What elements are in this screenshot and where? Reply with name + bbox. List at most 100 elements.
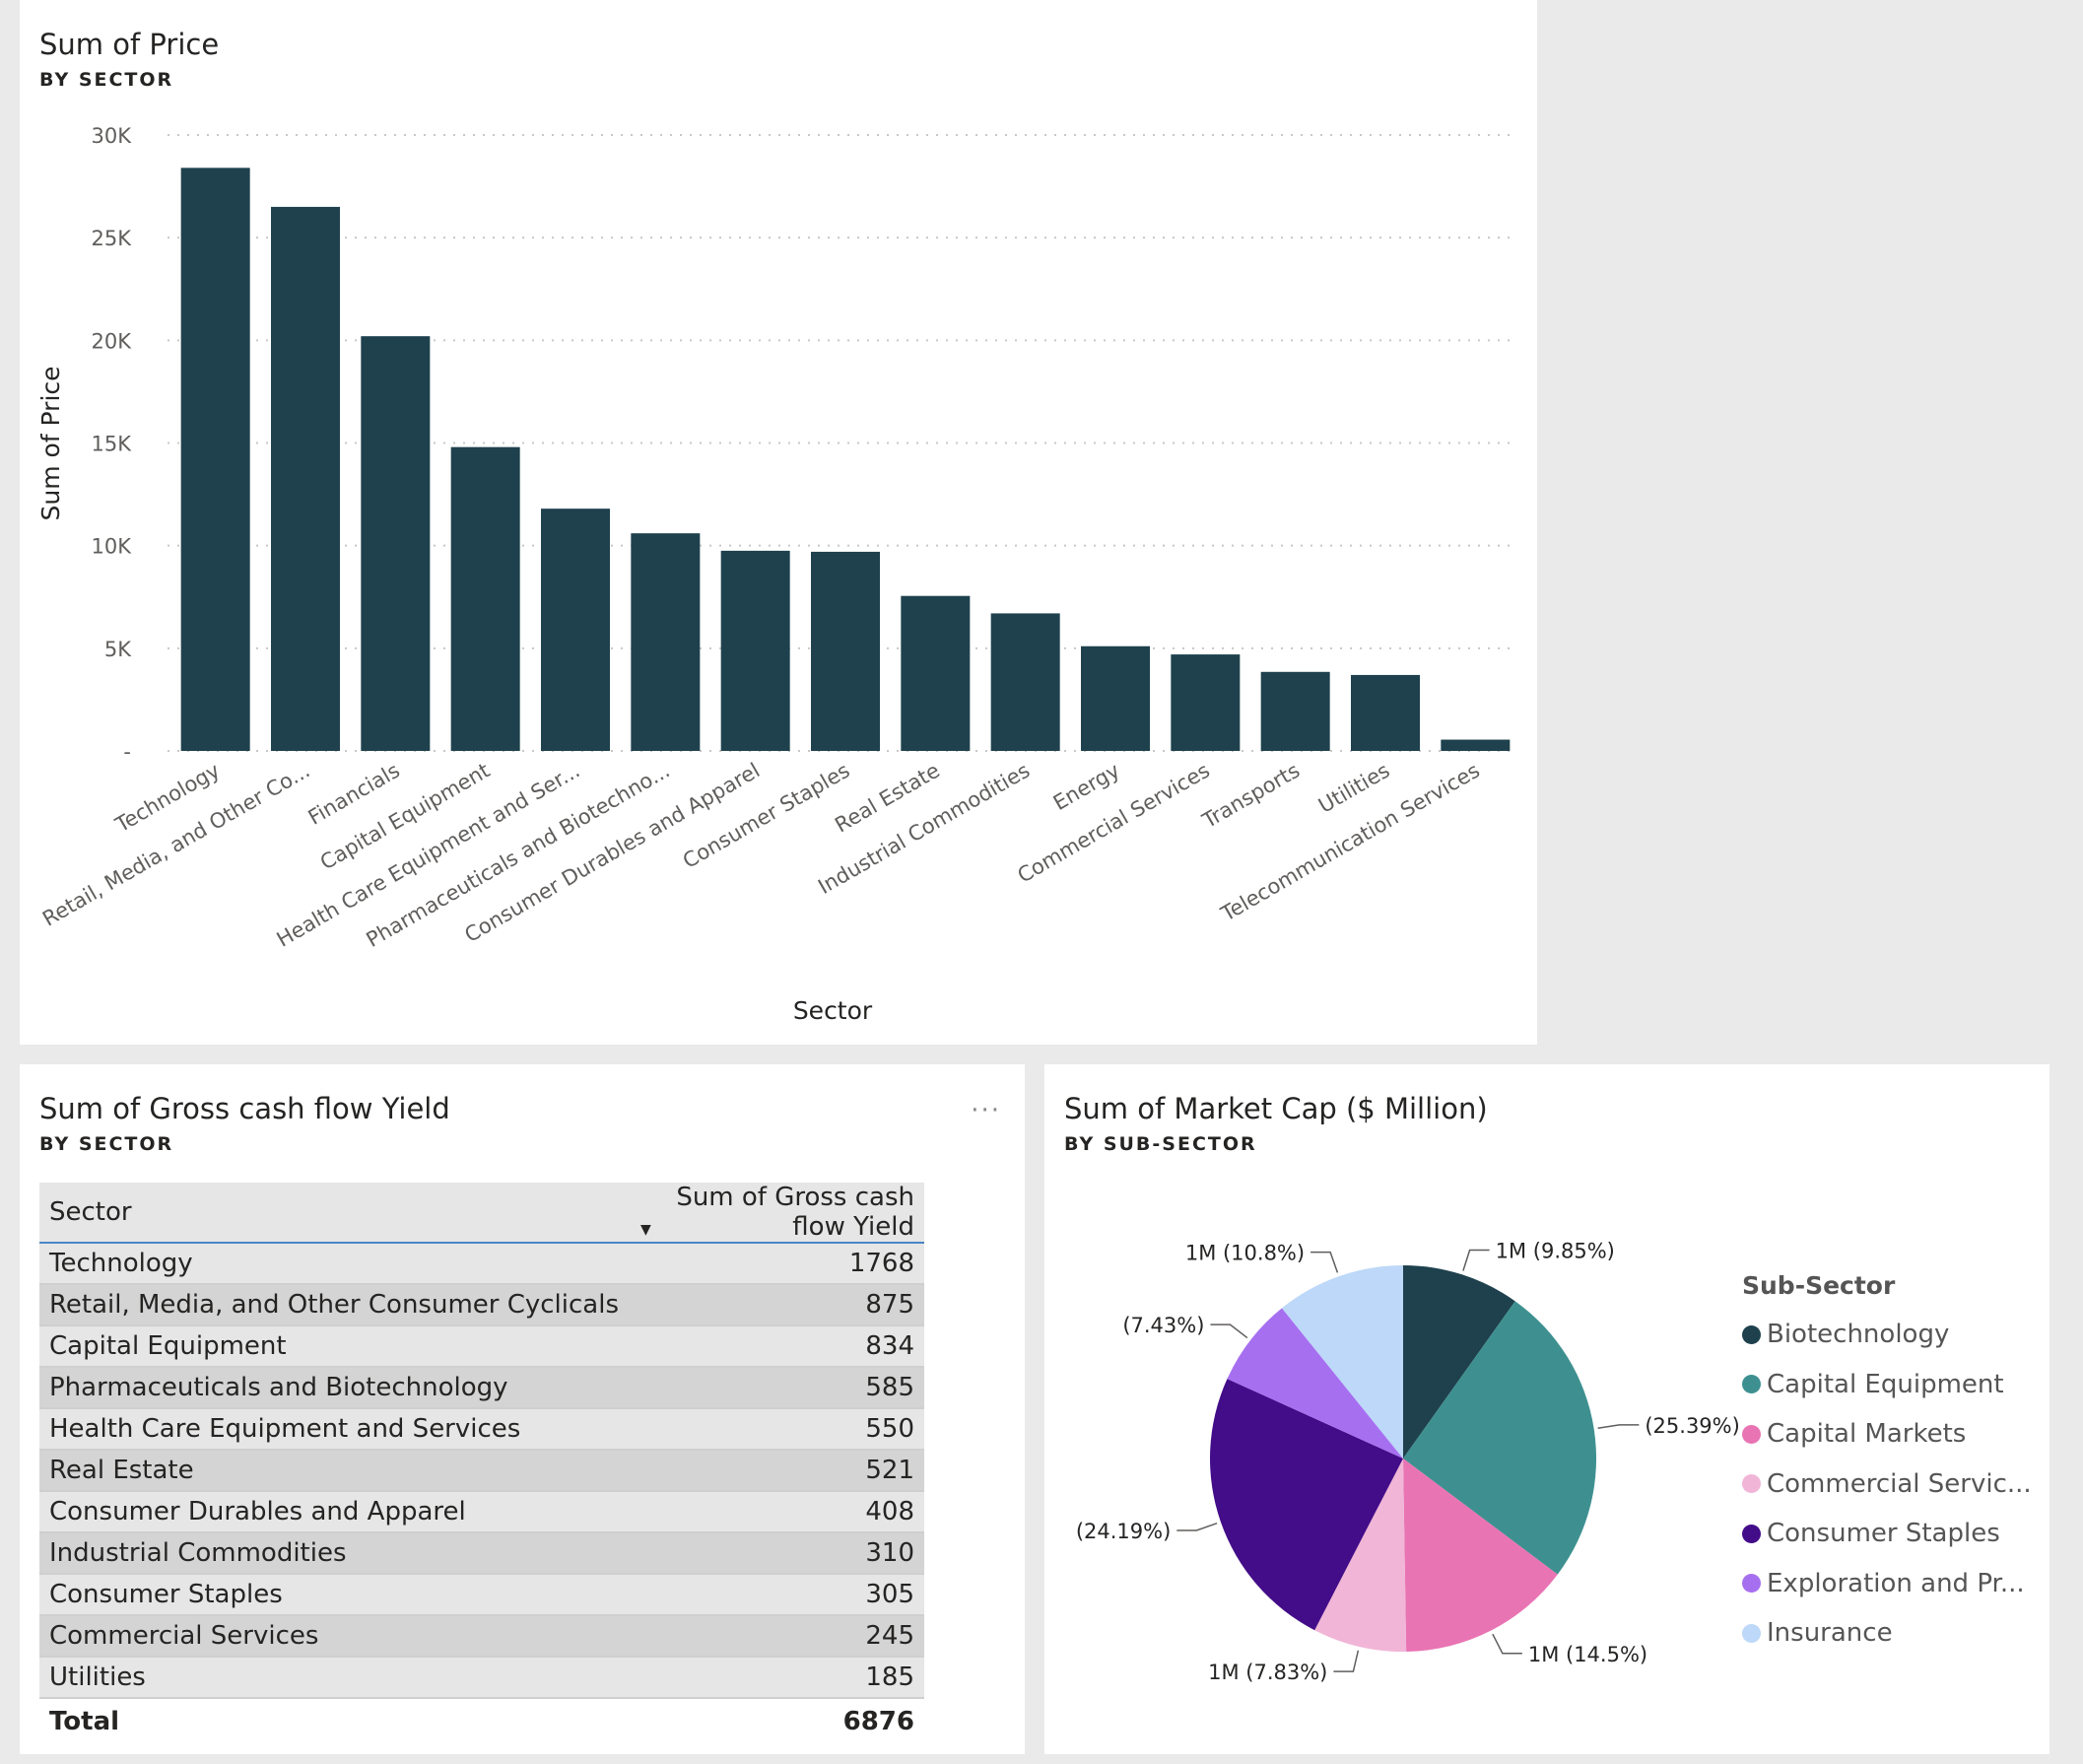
x-tick-label: Energy xyxy=(1049,759,1124,816)
pie-slice-exploration-and-pr[interactable] xyxy=(1227,1308,1403,1459)
cell-value: 521 xyxy=(629,1450,924,1492)
pie-chart: 1M (9.85%) (25.39%) 1M (14.5%) 1M (7.83%) (2… xyxy=(1076,1240,1740,1685)
table-row[interactable]: Health Care Equipment and Services 550 xyxy=(39,1408,924,1451)
cell-sector: Utilities xyxy=(39,1657,630,1699)
table-row[interactable]: Industrial Commodities 310 xyxy=(39,1532,924,1575)
legend-item-capital-markets[interactable]: Capital Markets xyxy=(1742,1409,2032,1459)
bar-energy[interactable] xyxy=(1081,645,1150,751)
cell-sector: Real Estate xyxy=(39,1450,630,1492)
legend-label: Commercial Servic... xyxy=(1767,1468,2032,1499)
legend-item-biotechnology[interactable]: Biotechnology xyxy=(1742,1310,2032,1360)
pie-slice-biotechnology[interactable] xyxy=(1403,1265,1515,1459)
legend-item-consumer-staples[interactable]: Consumer Staples xyxy=(1742,1509,2032,1559)
pie-slice-consumer-staples[interactable] xyxy=(1210,1379,1403,1631)
cell-value: 550 xyxy=(629,1408,924,1451)
bar-financials[interactable] xyxy=(361,336,431,751)
table-row[interactable]: Retail, Media, and Other Consumer Cyclic… xyxy=(39,1284,924,1326)
x-tick-label: Transports xyxy=(1197,759,1304,834)
bar-consumer-durables-and-apparel[interactable] xyxy=(720,550,790,751)
total-value: 6876 xyxy=(629,1697,924,1744)
y-tick-label: 15K xyxy=(92,433,133,456)
legend-label: Exploration and Pr... xyxy=(1767,1568,2025,1598)
pie-data-label: 1M (14.5%) xyxy=(1528,1643,1647,1666)
bar-retail-media-and-other-co[interactable] xyxy=(271,206,340,751)
legend-item-insurance[interactable]: Insurance xyxy=(1742,1608,2032,1659)
cell-sector: Retail, Media, and Other Consumer Cyclic… xyxy=(39,1284,630,1326)
cell-sector: Commercial Services xyxy=(39,1615,630,1658)
legend-item-commercial-servic[interactable]: Commercial Servic... xyxy=(1742,1459,2032,1510)
leader-line xyxy=(1333,1650,1360,1672)
y-tick-label: 30K xyxy=(92,124,133,148)
table-row[interactable]: Consumer Staples 305 xyxy=(39,1574,924,1616)
pie-chart-card: Sum of Market Cap ($ Million) BY SUB-SEC… xyxy=(1044,1064,2049,1754)
table-row[interactable]: Capital Equipment 834 xyxy=(39,1325,924,1368)
x-tick-label: Consumer Staples xyxy=(679,759,854,873)
cell-value: 185 xyxy=(629,1657,924,1699)
y-axis-title: Sum of Price xyxy=(36,366,65,520)
pie-slice-capital-markets[interactable] xyxy=(1403,1459,1558,1652)
cell-sector: Health Care Equipment and Services xyxy=(39,1408,630,1451)
legend-label: Insurance xyxy=(1767,1618,1893,1649)
bar-capital-equipment[interactable] xyxy=(450,446,520,751)
legend-item-capital-equipment[interactable]: Capital Equipment xyxy=(1742,1360,2032,1410)
bar-real-estate[interactable] xyxy=(901,595,971,751)
pie-chart-title: Sum of Market Cap ($ Million) xyxy=(1064,1092,1488,1125)
table-row[interactable]: Consumer Durables and Apparel 408 xyxy=(39,1491,924,1533)
x-axis-title: Sector xyxy=(793,996,873,1025)
table-row[interactable]: Technology 1768 xyxy=(39,1243,924,1285)
cell-value: 245 xyxy=(629,1615,924,1658)
column-header-gross-cash-flow-yield[interactable]: Sum of Gross cash flow Yield ▼ xyxy=(629,1183,924,1244)
legend-title: Sub-Sector xyxy=(1742,1271,1896,1300)
pie-slice-commercial-servic[interactable] xyxy=(1314,1459,1407,1652)
legend-marker xyxy=(1742,1524,1761,1543)
data-table: Sector Sum of Gross cash flow Yield ▼ Te… xyxy=(39,1183,924,1744)
legend-marker xyxy=(1742,1324,1761,1344)
legend-label: Biotechnology xyxy=(1767,1320,1950,1350)
x-tick-label: Utilities xyxy=(1314,759,1393,818)
more-options-button[interactable]: ··· xyxy=(971,1096,1001,1125)
legend-marker xyxy=(1742,1574,1761,1594)
y-tick-label: 5K xyxy=(104,638,132,661)
legend-marker xyxy=(1742,1474,1761,1494)
table-subtitle: BY SECTOR xyxy=(39,1133,174,1155)
cell-value: 585 xyxy=(629,1367,924,1409)
pie-chart-subtitle: BY SUB-SECTOR xyxy=(1064,1133,1257,1155)
bar-technology[interactable] xyxy=(180,168,250,752)
cell-sector: Consumer Durables and Apparel xyxy=(39,1491,630,1533)
legend-item-exploration-and-pr[interactable]: Exploration and Pr... xyxy=(1742,1559,2032,1609)
column-header-label: Sum of Gross cash flow Yield xyxy=(676,1183,914,1242)
cell-sector: Consumer Staples xyxy=(39,1574,630,1616)
bar-telecommunication-services[interactable] xyxy=(1441,739,1511,751)
table-row[interactable]: Real Estate 521 xyxy=(39,1450,924,1492)
pie-data-label: (25.39%) xyxy=(1645,1414,1739,1438)
table-row[interactable]: Utilities 185 xyxy=(39,1657,924,1699)
legend-marker xyxy=(1742,1375,1761,1394)
bar-transports[interactable] xyxy=(1260,671,1330,751)
pie-data-label: (24.19%) xyxy=(1076,1520,1171,1543)
leader-line xyxy=(1492,1633,1522,1655)
pie-data-label: 1M (9.85%) xyxy=(1496,1240,1615,1263)
cell-value: 875 xyxy=(629,1284,924,1326)
bar-pharmaceuticals-and-biotechno[interactable] xyxy=(631,533,701,751)
total-label: Total xyxy=(39,1697,630,1744)
bar-utilities[interactable] xyxy=(1351,674,1420,751)
bar-chart-subtitle: BY SECTOR xyxy=(39,69,174,91)
pie-slice-insurance[interactable] xyxy=(1281,1265,1403,1459)
bar-commercial-services[interactable] xyxy=(1171,654,1241,751)
cell-value: 305 xyxy=(629,1574,924,1616)
leader-line xyxy=(1597,1424,1640,1430)
bar-health-care-equipment-and-ser[interactable] xyxy=(541,509,610,751)
bar-consumer-staples[interactable] xyxy=(811,551,880,751)
cell-value: 1768 xyxy=(629,1243,924,1285)
table-row[interactable]: Commercial Services 245 xyxy=(39,1615,924,1658)
legend-marker xyxy=(1742,1623,1761,1643)
cell-value: 310 xyxy=(629,1532,924,1575)
table-row[interactable]: Pharmaceuticals and Biotechnology 585 xyxy=(39,1367,924,1409)
legend-label: Consumer Staples xyxy=(1767,1519,2000,1549)
pie-slice-capital-equipment[interactable] xyxy=(1403,1301,1596,1575)
bar-industrial-commodities[interactable] xyxy=(990,613,1060,751)
pie-data-label: 1M (10.8%) xyxy=(1185,1242,1305,1265)
column-header-sector[interactable]: Sector xyxy=(39,1183,630,1244)
table-header-row: Sector Sum of Gross cash flow Yield ▼ xyxy=(39,1183,924,1244)
